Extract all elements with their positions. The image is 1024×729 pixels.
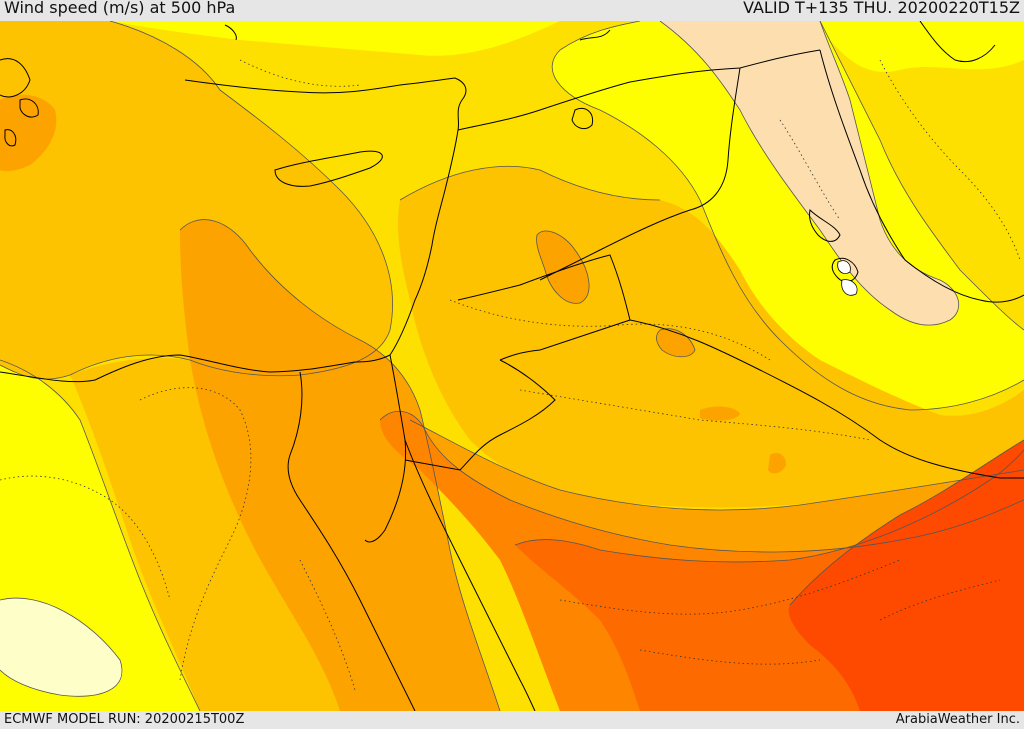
valid-time-label: VALID T+135 THU. 20200220T15Z — [743, 0, 1020, 17]
weather-map[interactable] — [0, 21, 1024, 711]
header-bar: Wind speed (m/s) at 500 hPa VALID T+135 … — [0, 0, 1024, 21]
shading-orange-blob-3 — [768, 453, 786, 474]
map-title: Wind speed (m/s) at 500 hPa — [4, 0, 236, 17]
footer-bar: ECMWF MODEL RUN: 20200215T00Z ArabiaWeat… — [0, 711, 1024, 729]
shading-lightest-sw — [0, 598, 122, 697]
lake-patch-2 — [841, 279, 858, 296]
shading-amber-egypt — [70, 358, 340, 711]
dotted-isolines — [0, 59, 1021, 691]
model-run-label: ECMWF MODEL RUN: 20200215T00Z — [4, 712, 245, 727]
shading-amber-west — [0, 21, 393, 380]
shading-orange-blob-aegean — [0, 94, 57, 172]
shading-peach-iraq — [660, 21, 959, 326]
shading-orange-light-sinai — [180, 219, 500, 711]
credit-label: ArabiaWeather Inc. — [895, 712, 1020, 727]
shading-yellow-north — [0, 21, 1024, 72]
shading-orange-blob-jordan — [536, 230, 590, 304]
shading-red-orange-core — [788, 440, 1024, 711]
coastlines-and-borders — [0, 21, 1024, 711]
contour-lines — [0, 21, 1024, 711]
lake-patch-1 — [837, 260, 851, 274]
wind-speed-map-svg — [0, 21, 1024, 711]
shading-orange-blob-2 — [700, 406, 740, 421]
